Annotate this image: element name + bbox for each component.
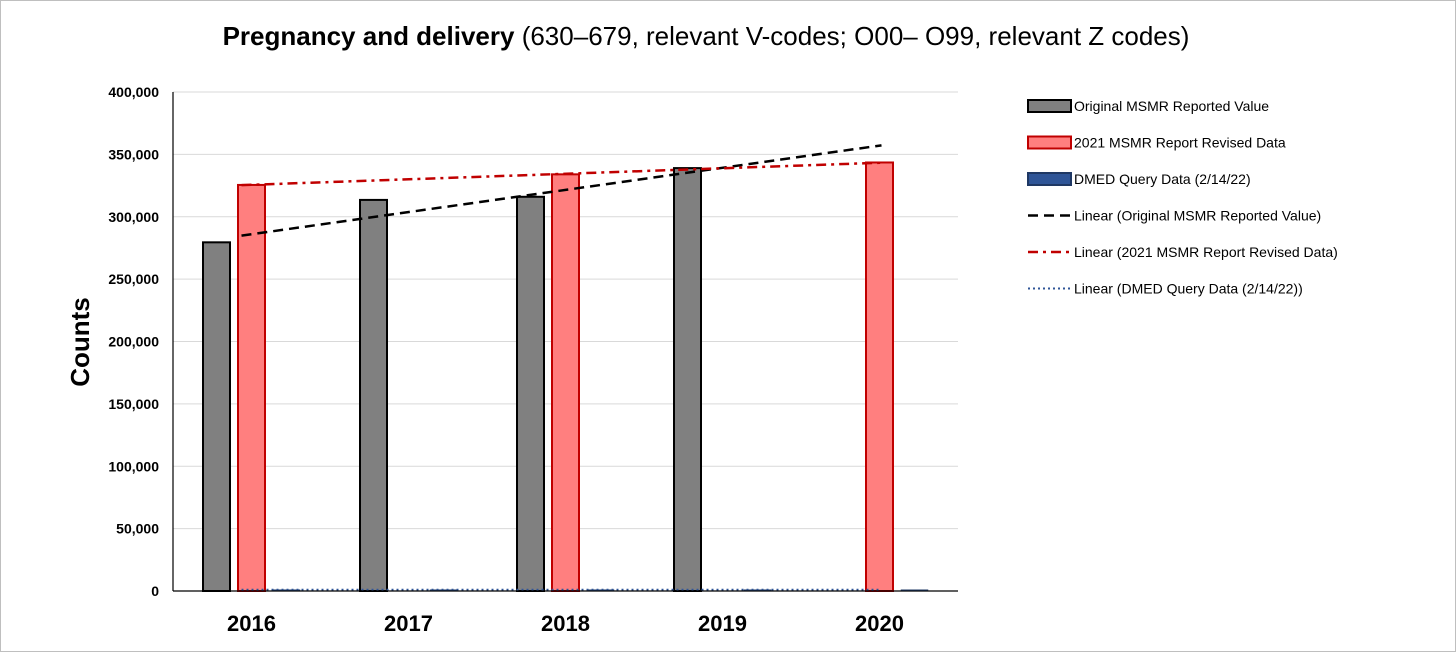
x-tick-label: 2020 <box>855 611 904 636</box>
y-tick-label: 250,000 <box>108 271 159 287</box>
x-tick-label: 2017 <box>384 611 433 636</box>
y-tick-label: 150,000 <box>108 396 159 412</box>
trendlines <box>241 144 882 591</box>
legend-label: Linear (2021 MSMR Report Revised Data) <box>1074 244 1338 260</box>
legend-label: Original MSMR Reported Value <box>1074 98 1269 114</box>
bar-2021-msmr-report-revised-data-2020 <box>865 161 894 592</box>
bar-original-msmr-reported-value-2017 <box>359 198 388 592</box>
trendline-original-msmr-reported-value <box>241 144 882 237</box>
legend: Original MSMR Reported Value 2021 MSMR Re… <box>1027 98 1338 297</box>
y-tick-label: 0 <box>151 583 159 599</box>
y-tick-label: 300,000 <box>108 209 159 225</box>
y-tick-label: 100,000 <box>108 458 159 474</box>
legend-swatch-dmed-query-data-2-14-22 <box>1027 172 1072 186</box>
y-tick-label: 200,000 <box>108 334 159 350</box>
y-tick-label: 400,000 <box>108 84 159 100</box>
bar-2021-msmr-report-revised-data-2018 <box>551 173 580 593</box>
y-tick-labels: 0 50,000 100,000 150,000 200,000 250,000 300,0… <box>108 84 159 599</box>
legend-swatch-original-msmr-reported-value <box>1027 99 1072 113</box>
legend-label: Linear (DMED Query Data (2/14/22)) <box>1074 281 1303 297</box>
legend-label: 2021 MSMR Report Revised Data <box>1074 135 1286 151</box>
chart-title-rest: (630–679, relevant V-codes; O00– O99, re… <box>514 21 1189 51</box>
x-tick-label: 2019 <box>698 611 747 636</box>
x-tick-labels: 2016 2017 2018 2019 2020 <box>227 611 904 636</box>
y-tick-label: 350,000 <box>108 146 159 162</box>
chart-title: Pregnancy and delivery (630–679, relevan… <box>223 21 1190 51</box>
y-tick-label: 50,000 <box>116 521 159 537</box>
y-axis-label: Counts <box>65 297 95 387</box>
legend-label: DMED Query Data (2/14/22) <box>1074 171 1251 187</box>
bar-original-msmr-reported-value-2018 <box>516 195 545 592</box>
bar-2021-msmr-report-revised-data-2016 <box>237 183 266 592</box>
x-tick-label: 2016 <box>227 611 276 636</box>
bar-original-msmr-reported-value-2019 <box>673 167 702 592</box>
legend-swatch-2021-msmr-report-revised-data <box>1027 135 1072 150</box>
bar-original-msmr-reported-value-2016 <box>202 241 231 592</box>
chart-title-bold: Pregnancy and delivery <box>223 21 515 51</box>
x-tick-label: 2018 <box>541 611 590 636</box>
trendline-2021-msmr-report-revised-data <box>241 161 882 187</box>
legend-label: Linear (Original MSMR Reported Value) <box>1074 208 1321 224</box>
